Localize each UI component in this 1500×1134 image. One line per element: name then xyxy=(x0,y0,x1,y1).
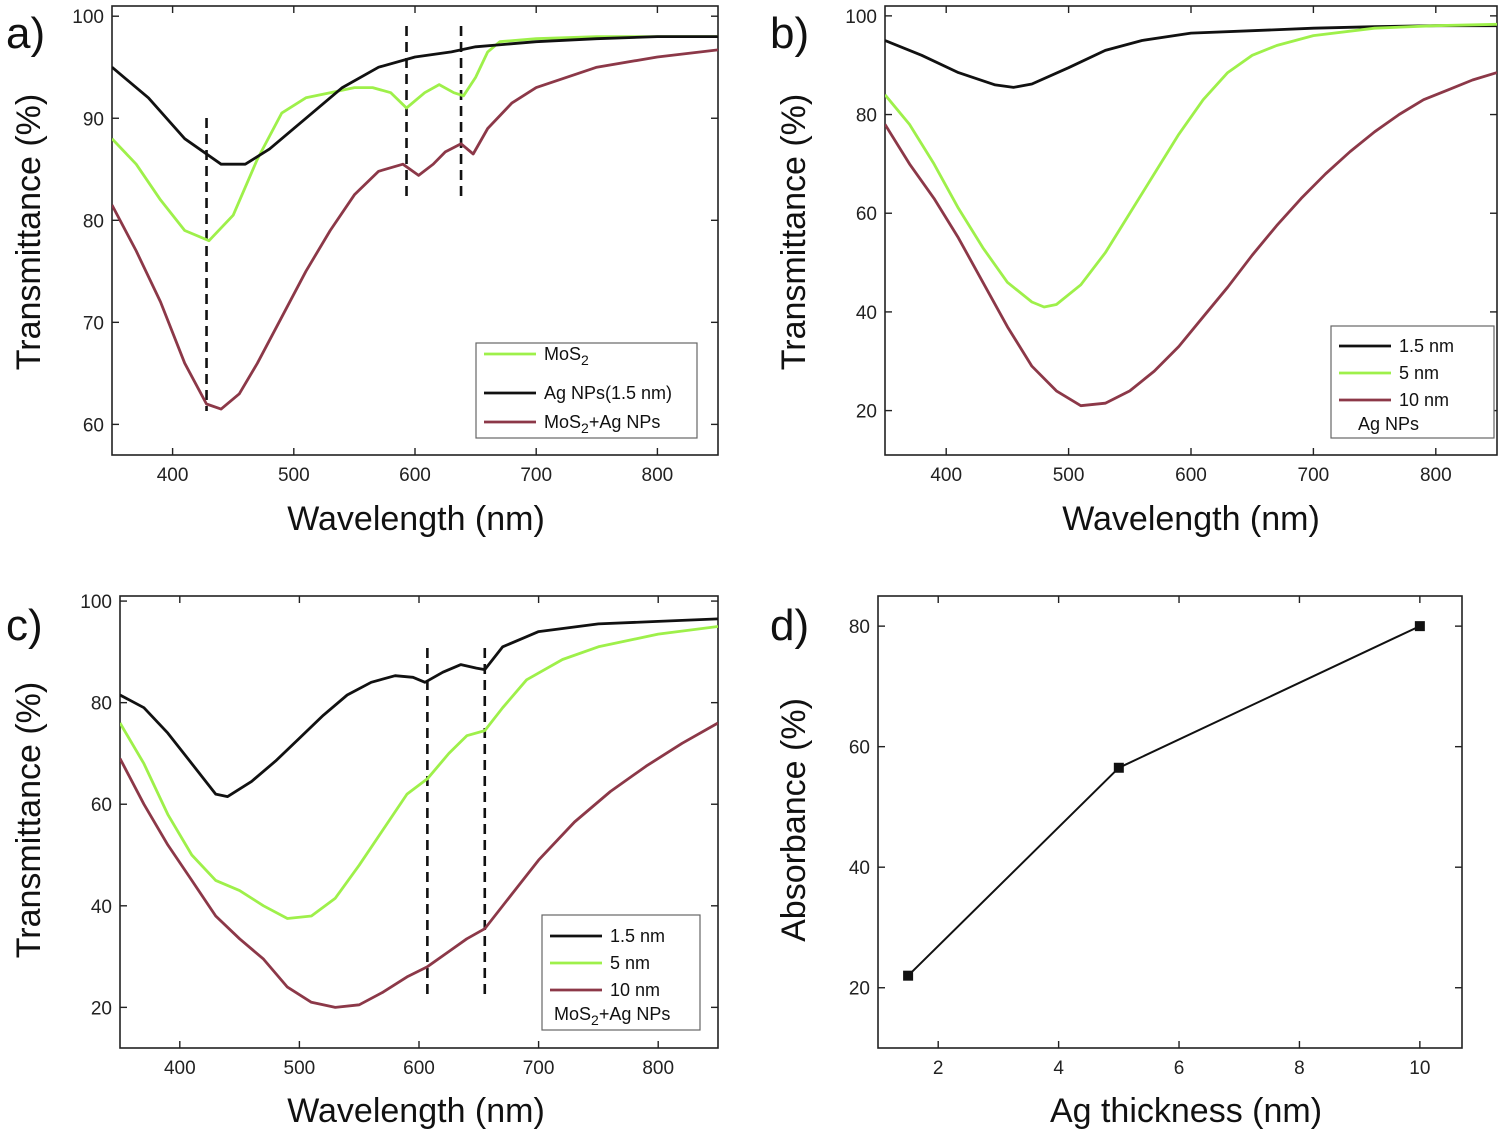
legend-entry: 5 nm xyxy=(610,953,650,973)
x-axis-title: Wavelength (nm) xyxy=(1062,500,1320,538)
x-tick-label: 500 xyxy=(278,465,310,486)
x-tick-label: 500 xyxy=(284,1058,316,1079)
legend-entry: Ag NPs(1.5 nm) xyxy=(544,383,672,403)
series-line-1 xyxy=(885,22,1497,309)
legend-note: MoS2+Ag NPs xyxy=(554,1004,670,1028)
chart-panel-d: 2 4 6 8 10 20 40 60 80 Ag thickness (nm) Absorbanc… xyxy=(770,595,1463,1130)
series-line-2 xyxy=(120,721,718,1009)
legend-box xyxy=(541,914,701,1031)
legend-entry: 1.5 nm xyxy=(1399,336,1454,356)
y-tick-label: 80 xyxy=(83,211,104,232)
y-tick-label: 80 xyxy=(856,106,877,127)
x-tick-label: 700 xyxy=(523,1058,555,1079)
x-tick-label: 4 xyxy=(1053,1058,1064,1079)
y-tick-label: 100 xyxy=(845,7,877,28)
legend-entry: MoS2 xyxy=(544,344,589,368)
chart-panel-c: 400 500 600 700 800 20 40 60 80 100 Wavelength (nm… xyxy=(6,592,719,1130)
x-tick-label: 10 xyxy=(1409,1058,1430,1079)
y-tick-label: 60 xyxy=(856,204,877,225)
x-tick-label: 500 xyxy=(1053,465,1085,486)
plot-frame xyxy=(877,595,1463,1049)
y-tick-label: 20 xyxy=(91,998,112,1019)
y-tick-label: 20 xyxy=(856,402,877,423)
x-tick-label: 600 xyxy=(403,1058,435,1079)
x-tick-label: 800 xyxy=(642,465,674,486)
x-tick-label: 700 xyxy=(520,465,552,486)
y-tick-label: 80 xyxy=(91,694,112,715)
y-tick-label: 40 xyxy=(849,858,870,879)
data-point xyxy=(903,970,914,981)
legend-note: Ag NPs xyxy=(1358,414,1419,434)
legend-entry: 10 nm xyxy=(610,980,660,1000)
panel-label: b) xyxy=(770,9,809,58)
data-point xyxy=(1113,762,1124,773)
series-line-0 xyxy=(907,625,1421,977)
chart-panel-b: 400 500 600 700 800 20 40 60 80 100 Wavelength (nm… xyxy=(770,5,1498,538)
series-line-2 xyxy=(885,71,1497,408)
data-point xyxy=(1414,621,1425,632)
x-tick-label: 400 xyxy=(164,1058,196,1079)
x-tick-label: 800 xyxy=(1420,465,1452,486)
y-tick-label: 70 xyxy=(83,313,104,334)
y-tick-label: 40 xyxy=(91,897,112,918)
x-axis-title: Wavelength (nm) xyxy=(287,500,545,538)
x-tick-label: 6 xyxy=(1174,1058,1185,1079)
x-tick-label: 2 xyxy=(933,1058,944,1079)
y-axis-title: Transmittance (%) xyxy=(10,682,48,958)
legend-entry: MoS2+Ag NPs xyxy=(544,412,660,436)
x-tick-label: 700 xyxy=(1298,465,1330,486)
x-axis-title: Ag thickness (nm) xyxy=(1050,1092,1322,1130)
panel-label: a) xyxy=(6,9,45,58)
y-tick-label: 100 xyxy=(80,592,112,613)
y-tick-label: 20 xyxy=(849,979,870,1000)
x-tick-label: 600 xyxy=(399,465,431,486)
y-tick-label: 100 xyxy=(72,7,104,28)
series-line-0 xyxy=(885,24,1497,89)
x-axis-title: Wavelength (nm) xyxy=(287,1092,545,1130)
x-tick-label: 8 xyxy=(1294,1058,1305,1079)
chart-panel-a: 400 500 600 700 800 60 70 80 90 100 Wavelength (nm… xyxy=(6,5,719,538)
panel-label: d) xyxy=(770,601,809,650)
legend-entry: 10 nm xyxy=(1399,390,1449,410)
y-tick-label: 80 xyxy=(849,617,870,638)
y-tick-label: 90 xyxy=(83,109,104,130)
y-tick-label: 60 xyxy=(83,415,104,436)
y-axis-title: Transmittance (%) xyxy=(775,94,813,370)
series-line-0 xyxy=(120,617,718,798)
y-axis-title: Absorbance (%) xyxy=(775,698,813,942)
y-tick-label: 60 xyxy=(849,738,870,759)
series-line-0 xyxy=(112,35,718,243)
x-tick-label: 600 xyxy=(1175,465,1207,486)
series-line-1 xyxy=(120,625,718,920)
legend-entry: 1.5 nm xyxy=(610,926,665,946)
y-axis-title: Transmittance (%) xyxy=(10,94,48,370)
x-tick-label: 400 xyxy=(930,465,962,486)
series-line-1 xyxy=(112,35,718,166)
x-tick-label: 400 xyxy=(157,465,189,486)
legend-entry: 5 nm xyxy=(1399,363,1439,383)
x-tick-label: 800 xyxy=(642,1058,674,1079)
y-tick-label: 60 xyxy=(91,795,112,816)
y-tick-label: 40 xyxy=(856,303,877,324)
series-line-2 xyxy=(112,48,718,411)
panel-label: c) xyxy=(6,601,43,650)
